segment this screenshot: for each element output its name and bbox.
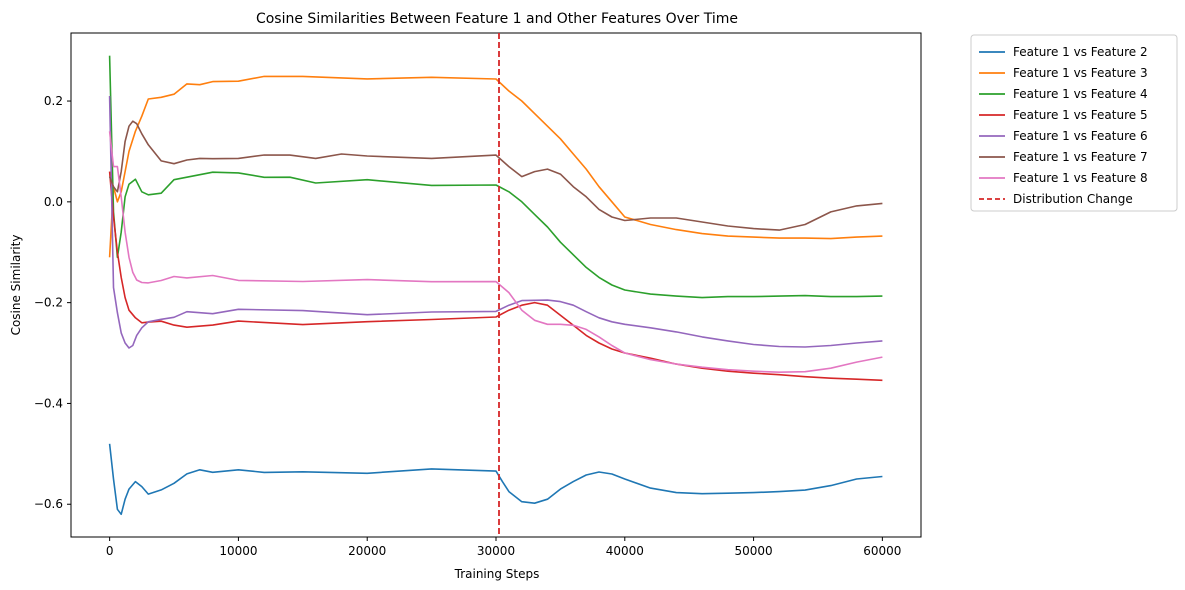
- legend-label-feature-8: Feature 1 vs Feature 8: [1013, 171, 1148, 185]
- x-tick-label: 50000: [734, 544, 772, 558]
- legend-label-feature-4: Feature 1 vs Feature 4: [1013, 87, 1148, 101]
- legend-label-feature-5: Feature 1 vs Feature 5: [1013, 108, 1148, 122]
- series-lines: [108, 55, 883, 516]
- y-tick-label: 0.2: [44, 94, 63, 108]
- series-line-feature-5: [108, 171, 883, 382]
- legend-label-distribution-change: Distribution Change: [1013, 192, 1133, 206]
- y-tick-label: −0.2: [34, 296, 63, 310]
- x-tick-label: 30000: [477, 544, 515, 558]
- x-axis: 0 10000 20000 30000 40000 50000 60000: [106, 537, 901, 558]
- legend-label-feature-3: Feature 1 vs Feature 3: [1013, 66, 1148, 80]
- legend: Feature 1 vs Feature 2 Feature 1 vs Featu…: [970, 34, 1178, 212]
- x-tick-label: 60000: [863, 544, 901, 558]
- x-tick-label: 0: [106, 544, 114, 558]
- series-line-feature-6: [108, 95, 883, 349]
- series-line-feature-7: [108, 120, 883, 231]
- series-line-feature-2: [108, 443, 883, 516]
- x-tick-label: 20000: [348, 544, 386, 558]
- plot-area-frame: [70, 32, 922, 538]
- legend-label-feature-6: Feature 1 vs Feature 6: [1013, 129, 1148, 143]
- chart-title: Cosine Similarities Between Feature 1 an…: [256, 11, 738, 27]
- legend-label-feature-7: Feature 1 vs Feature 7: [1013, 150, 1148, 164]
- y-axis-label: Cosine Similarity: [9, 235, 23, 336]
- x-tick-label: 40000: [606, 544, 644, 558]
- series-line-feature-3: [108, 75, 883, 258]
- y-axis: −0.6 −0.4 −0.2 0.0 0.2: [34, 94, 71, 511]
- x-tick-label: 10000: [219, 544, 257, 558]
- series-line-feature-4: [108, 55, 883, 299]
- x-axis-label: Training Steps: [454, 567, 540, 581]
- y-tick-label: −0.6: [34, 497, 63, 511]
- y-tick-label: −0.4: [34, 396, 63, 410]
- y-tick-label: 0.0: [44, 195, 63, 209]
- legend-frame: [970, 34, 1178, 212]
- series-line-feature-8: [108, 131, 883, 374]
- legend-label-feature-2: Feature 1 vs Feature 2: [1013, 45, 1148, 59]
